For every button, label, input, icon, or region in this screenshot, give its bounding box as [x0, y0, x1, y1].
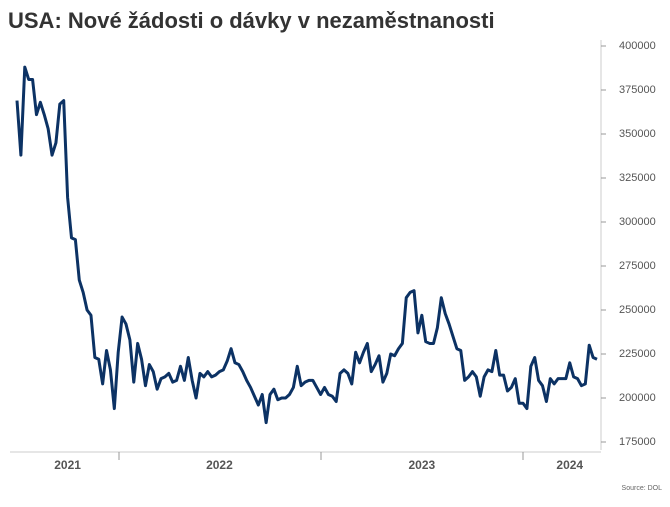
chart-title: USA: Nové žádosti o dávky v nezaměstnano… — [8, 8, 495, 33]
y-tick-label: 350000 — [619, 128, 656, 140]
y-tick-label: 400000 — [619, 40, 656, 52]
y-tick-label: 175000 — [619, 436, 656, 448]
y-tick-label: 250000 — [619, 304, 656, 316]
y-tick-label: 200000 — [619, 392, 656, 404]
x-tick-label: 2023 — [408, 458, 435, 472]
x-tick-label: 2022 — [206, 458, 233, 472]
y-tick-label: 275000 — [619, 260, 656, 272]
x-tick-label: 2021 — [54, 458, 81, 472]
y-tick-label: 375000 — [619, 84, 656, 96]
source: Source: DOL — [622, 485, 663, 492]
line-series — [15, 65, 598, 425]
y-tick-label: 300000 — [619, 216, 656, 228]
y-tick-label: 325000 — [619, 172, 656, 184]
y-tick-label: 225000 — [619, 348, 656, 360]
x-tick-label: 2024 — [556, 458, 583, 472]
